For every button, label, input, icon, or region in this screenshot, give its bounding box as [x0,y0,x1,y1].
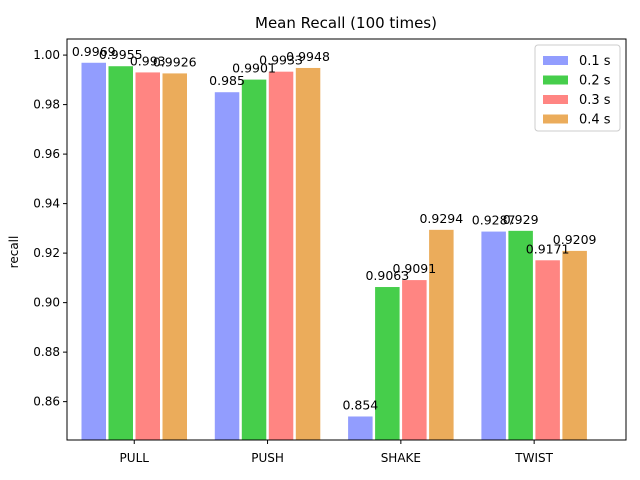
bar-value-label: 0.9171 [526,241,570,256]
y-tick-label: 0.94 [33,197,60,211]
y-axis-label: recall [7,236,21,269]
bar-value-label: 0.993 [130,53,166,68]
bar [214,92,240,440]
bar-value-label: 0.9926 [153,54,197,69]
legend-entry: 0.4 s [579,113,611,128]
bar-value-label: 0.9955 [99,47,143,62]
x-axis-ticks: PULL PUSH SHAKE TWIST [120,440,554,465]
y-tick-label: 0.90 [33,296,60,310]
legend-entry: 0.3 s [579,93,611,108]
x-tick-label: PUSH [251,451,284,465]
plot-frame [66,38,627,441]
bar [402,280,427,440]
y-tick-label: 1.00 [33,48,60,62]
y-tick-label: 0.92 [33,246,60,260]
bar [562,250,587,440]
bar [375,287,400,440]
bar-value-label: 0.9969 [72,44,116,59]
bar-value-label: 0.9901 [232,61,276,76]
bar-value-label: 0.9948 [286,49,330,64]
bar-value-label: 0.9933 [259,53,303,68]
bar-value-label: 0.9294 [419,211,463,226]
bar [135,72,160,441]
bar [268,71,294,440]
bar-value-label: 0.9091 [392,261,436,276]
legend-box [534,44,621,132]
legend-entry: 0.1 s [579,54,611,69]
legend-swatch [543,75,568,85]
bar [81,62,106,440]
bar [481,231,506,440]
bar-value-label: 0.9063 [365,268,409,283]
y-tick-label: 0.86 [33,395,60,409]
y-tick-label: 0.98 [33,98,60,112]
bar [508,230,533,440]
bar [295,67,321,440]
x-tick-label: TWIST [514,451,553,465]
bar-value-label: 0.9209 [553,232,597,247]
legend-swatch [543,114,568,124]
legend-entry: 0.2 s [579,74,611,89]
bar-value-label: 0.9287 [472,213,516,228]
bar-value-label: 0.929 [503,212,539,227]
bar [241,79,267,440]
bar [108,66,133,440]
y-tick-label: 0.88 [33,345,60,359]
chart-title: Mean Recall (100 times) [255,14,437,32]
bars-group [81,62,587,441]
bar-value-label: 0.854 [342,397,378,412]
legend-swatch [543,95,568,104]
bar [429,229,454,440]
legend: 0.1 s 0.2 s 0.3 s 0.4 s [534,44,621,132]
x-tick-label: PULL [120,451,150,465]
x-tick-label: SHAKE [381,451,421,465]
bar [348,416,373,440]
y-axis-ticks: 0.86 0.88 0.90 0.92 0.94 0.96 0.98 1.00 [33,48,67,409]
bar [162,73,187,440]
legend-swatch [543,56,568,65]
y-tick-label: 0.96 [33,147,60,161]
bar-value-label: 0.985 [209,73,245,88]
bar [535,260,560,440]
